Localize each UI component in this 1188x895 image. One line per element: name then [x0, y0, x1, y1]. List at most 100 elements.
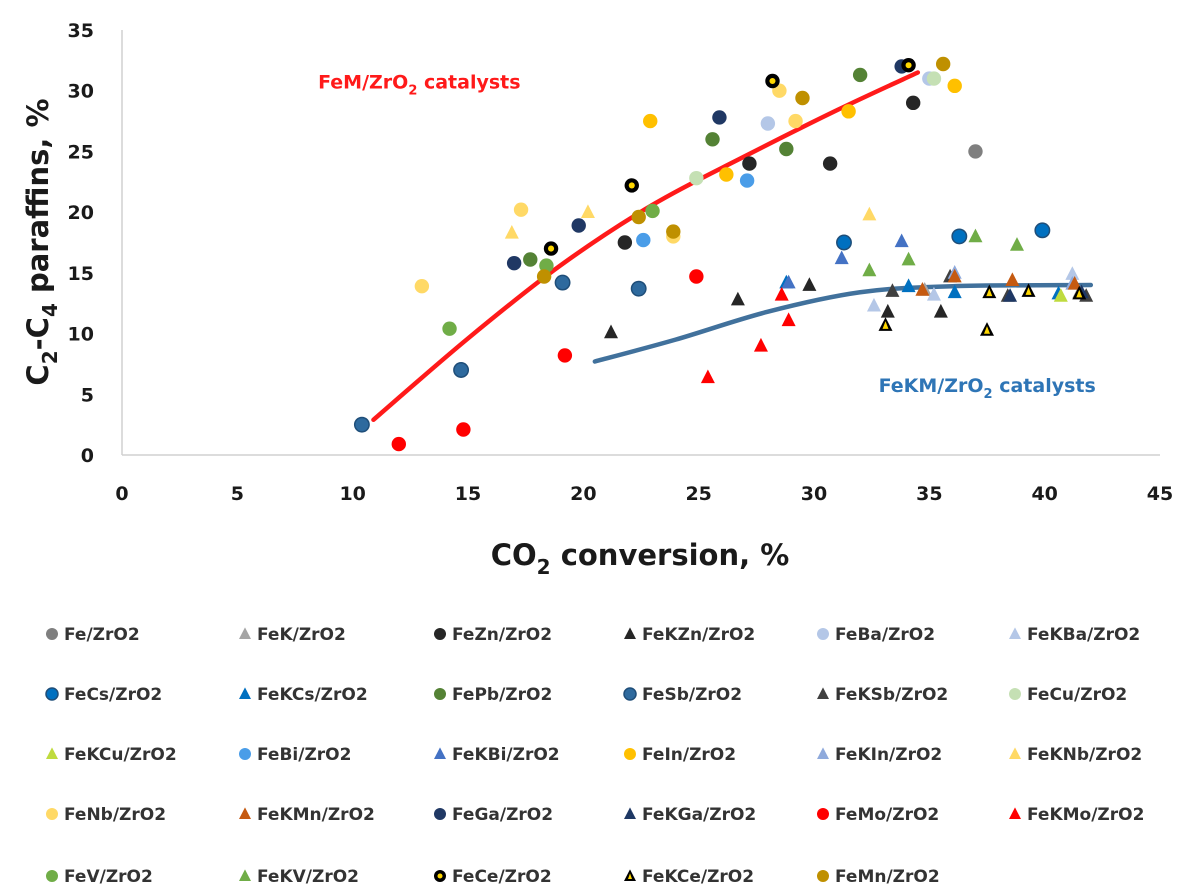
data-point [788, 113, 803, 129]
data-point [760, 116, 776, 131]
series-fesb-zro2 [353, 274, 647, 433]
data-point [719, 167, 734, 182]
legend-item: FePb/ZrO2 [434, 685, 552, 705]
data-point [781, 274, 796, 289]
data-point [442, 321, 457, 336]
legend-marker [239, 807, 251, 819]
legend-label: FeCe/ZrO2 [452, 867, 552, 887]
legend-item: FeMo/ZrO2 [817, 805, 939, 825]
legend-marker [817, 628, 829, 640]
legend-label: FeKBi/ZrO2 [452, 745, 560, 765]
legend-label: FeKMn/ZrO2 [257, 805, 375, 825]
legend-label: FeKCu/ZrO2 [64, 745, 177, 765]
y-tick-label: 30 [68, 81, 94, 103]
data-point [712, 110, 727, 125]
legend-item: FeKV/ZrO2 [239, 867, 359, 887]
series-fekmo-zro2 [700, 286, 796, 384]
legend-item: FeKBa/ZrO2 [1009, 625, 1140, 645]
data-point [862, 206, 877, 221]
legend-label: FeCu/ZrO2 [1027, 685, 1127, 705]
data-point [774, 286, 789, 301]
data-point [453, 362, 470, 378]
legend-item: FeKZn/ZrO2 [624, 625, 755, 645]
series-fezn-zro2 [617, 95, 921, 250]
legend-label: FeKSb/ZrO2 [835, 685, 948, 705]
legend-label: FeBi/ZrO2 [257, 745, 351, 765]
data-point [742, 156, 757, 171]
data-point [700, 369, 715, 384]
legend-marker [46, 628, 58, 640]
series-femn-zro2 [536, 56, 951, 284]
legend-marker [817, 808, 829, 820]
legend-item: FeKCu/ZrO2 [46, 745, 177, 765]
data-point [580, 204, 595, 218]
data-point [926, 71, 942, 86]
legend-label: FeMo/ZrO2 [835, 805, 939, 825]
legend-label: FePb/ZrO2 [452, 685, 552, 705]
legend-item: FeZn/ZrO2 [434, 625, 552, 645]
legend-item: FeKCs/ZrO2 [239, 685, 368, 705]
legend-item: FeKGa/ZrO2 [624, 805, 756, 825]
data-point [968, 144, 983, 159]
legend-label: FeKV/ZrO2 [257, 867, 359, 887]
data-point [935, 56, 951, 72]
legend-label: FeZn/ZrO2 [452, 625, 552, 645]
series-fepb-zro2 [523, 67, 868, 267]
data-point [802, 277, 817, 291]
legend-label: FeKBa/ZrO2 [1027, 625, 1140, 645]
x-tick-label: 5 [231, 483, 244, 505]
legend-marker [817, 870, 829, 882]
data-point [753, 337, 768, 352]
legend-label: FeKCs/ZrO2 [257, 685, 368, 705]
legend-item: FeKMo/ZrO2 [1009, 805, 1144, 825]
legend-marker [1009, 688, 1021, 700]
data-point [894, 233, 909, 248]
x-tick-label: 40 [1031, 483, 1057, 505]
x-tick-label: 25 [685, 483, 711, 505]
trend-line [592, 282, 1094, 364]
series-fekbi-zro2 [781, 233, 909, 289]
data-point [1053, 288, 1068, 302]
data-point [631, 209, 646, 225]
legend-label: FeSb/ZrO2 [642, 685, 742, 705]
data-point [933, 303, 948, 318]
data-points [353, 56, 1094, 452]
x-tick-label: 45 [1147, 483, 1173, 505]
series-fenb-zro2 [414, 83, 803, 294]
legend-label: FeKIn/ZrO2 [835, 745, 942, 765]
data-point [947, 268, 962, 283]
legend-marker [45, 687, 59, 701]
x-tick-label: 15 [455, 483, 481, 505]
legend-label: FeNb/ZrO2 [64, 805, 166, 825]
y-tick-label: 10 [68, 324, 94, 346]
legend-label: FeKZn/ZrO2 [642, 625, 755, 645]
legend-item: FeKIn/ZrO2 [817, 745, 942, 765]
legend-label: FeKCe/ZrO2 [642, 867, 754, 887]
y-tick-label: 0 [81, 445, 94, 467]
data-point [852, 67, 868, 83]
series-fekv-zro2 [862, 228, 1024, 277]
legend-label: FeV/ZrO2 [64, 867, 153, 887]
data-point [557, 348, 573, 363]
legend-marker [817, 747, 829, 759]
series-febi-zro2 [636, 173, 755, 248]
legend-item: FeCe/ZrO2 [434, 867, 552, 887]
series-fekce-zro2 [878, 283, 1087, 336]
data-point [1067, 275, 1082, 290]
y-axis-ticks: 0 5 10 15 20 25 30 35 [68, 20, 94, 467]
legend-label: FeKGa/ZrO2 [642, 805, 756, 825]
legend-label: FeKMo/ZrO2 [1027, 805, 1144, 825]
data-point [604, 324, 619, 339]
legend-marker [239, 869, 251, 881]
data-point [739, 173, 755, 188]
legend-item: FeKNb/ZrO2 [1009, 745, 1142, 765]
data-point [1009, 237, 1024, 251]
data-point [536, 269, 552, 284]
data-point [513, 202, 529, 217]
x-tick-label: 30 [801, 483, 827, 505]
data-point [926, 286, 941, 301]
legend-marker [1009, 627, 1021, 639]
legend-marker [46, 747, 58, 759]
legend-label: FeK/ZrO2 [257, 625, 346, 645]
legend-marker [239, 748, 251, 760]
